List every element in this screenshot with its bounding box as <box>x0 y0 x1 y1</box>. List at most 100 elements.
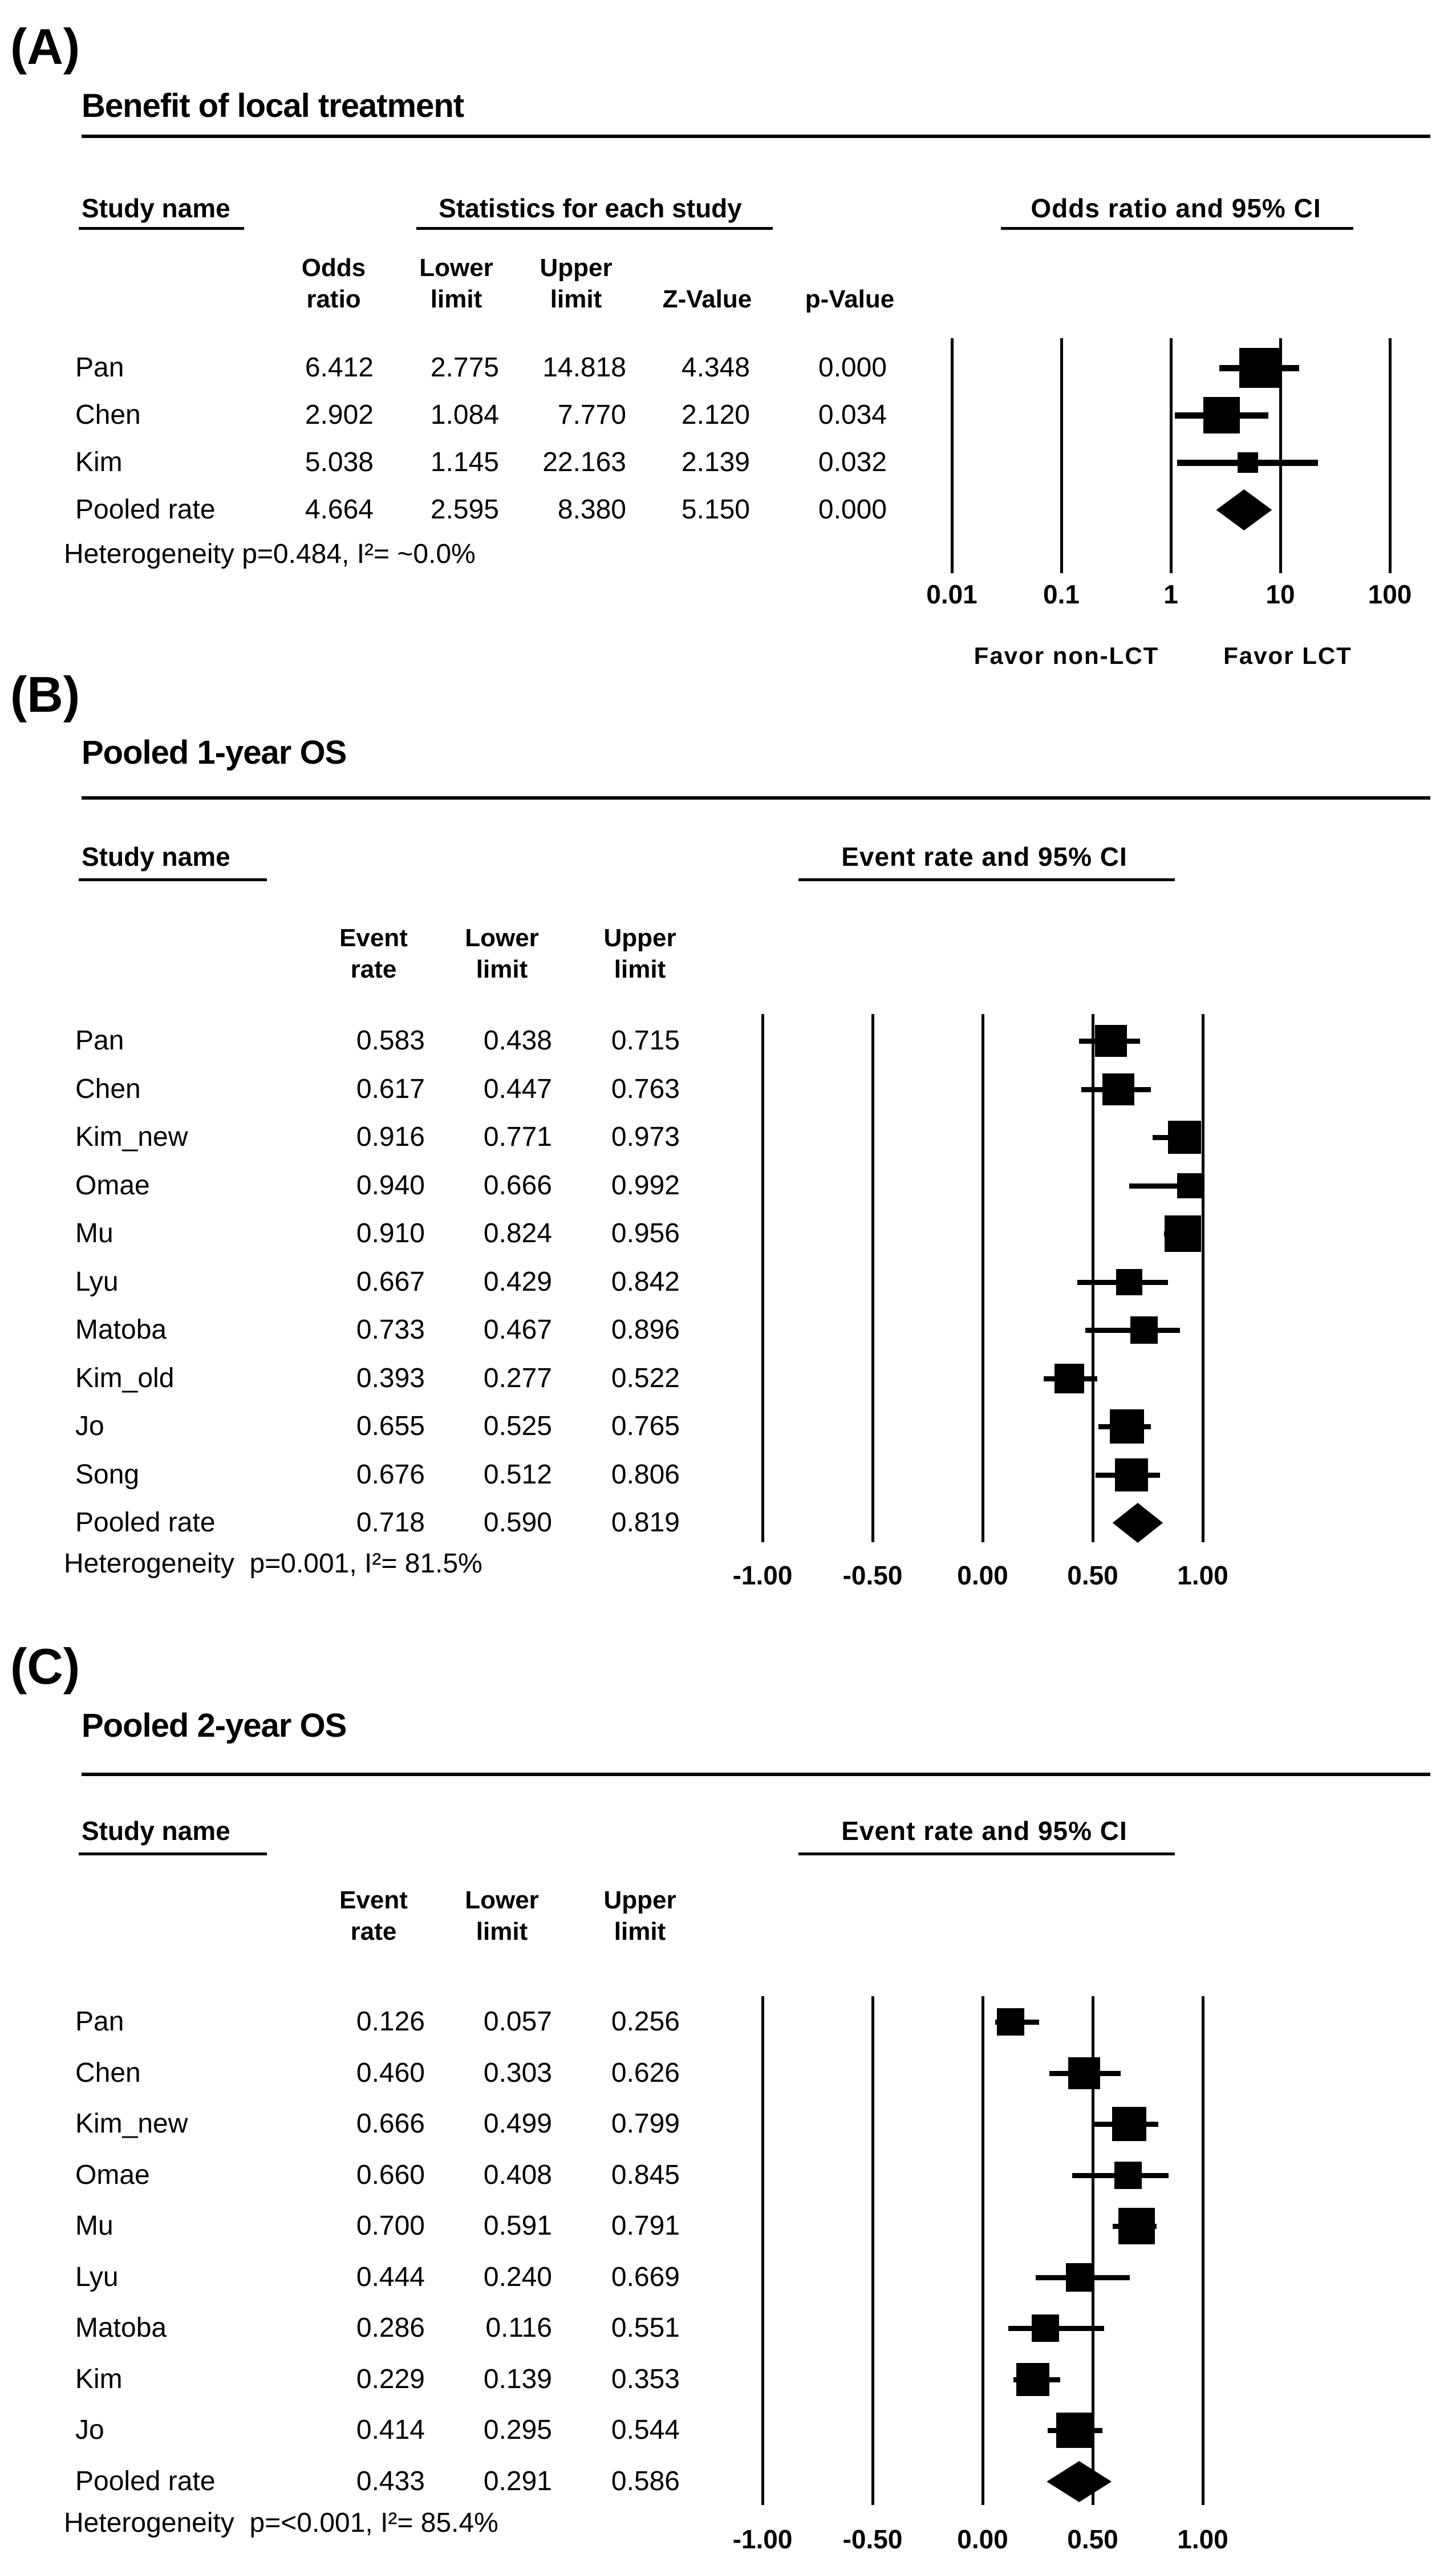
column-header: Z-Value <box>662 285 752 313</box>
value-cell: 0.799 <box>611 2109 680 2139</box>
effect-square-marker <box>1032 2314 1060 2342</box>
value-cell: 0.763 <box>611 1074 680 1104</box>
axis-gridline <box>761 1014 764 1542</box>
study-name-cell: Jo <box>75 2415 104 2445</box>
value-cell: 5.150 <box>681 494 750 525</box>
value-cell: 0.444 <box>356 2262 425 2292</box>
title-underline <box>82 135 1430 138</box>
value-cell: 7.770 <box>557 400 626 430</box>
value-cell: 0.229 <box>356 2364 425 2394</box>
heterogeneity-note: Heterogeneity p=0.001, I²= 81.5% <box>64 1549 482 1579</box>
effect-square-marker <box>1066 2263 1095 2292</box>
value-cell: 0.973 <box>611 1122 680 1152</box>
value-cell: 5.038 <box>305 447 374 477</box>
study-name-header: Study name <box>82 193 230 223</box>
value-cell: 0.791 <box>611 2211 680 2241</box>
value-cell: 0.551 <box>611 2313 680 2343</box>
study-name-header: Study name <box>82 1816 230 1846</box>
study-name-cell: Lyu <box>75 2262 119 2292</box>
value-cell: 0.956 <box>611 1218 680 1248</box>
plot-header-underline <box>798 878 1175 881</box>
study-name-cell: Kim <box>75 2364 123 2394</box>
effect-square-marker <box>1165 1215 1202 1252</box>
column-header: Upper <box>603 924 676 952</box>
column-header: Lower <box>419 254 493 282</box>
value-cell: 0.824 <box>483 1218 552 1248</box>
value-cell: 0.433 <box>356 2466 425 2496</box>
value-cell: 0.512 <box>483 1460 552 1490</box>
value-cell: 0.499 <box>483 2109 552 2139</box>
panel-title: Pooled 1-year OS <box>82 734 347 771</box>
value-cell: 0.000 <box>818 494 887 525</box>
heterogeneity-note: Heterogeneity p=0.484, I²= ~0.0% <box>64 539 476 569</box>
value-cell: 0.447 <box>483 1074 552 1104</box>
value-cell: 0.000 <box>818 352 887 383</box>
effect-square-marker <box>1016 2363 1050 2396</box>
study-name-cell: Omae <box>75 2160 150 2190</box>
value-cell: 0.414 <box>356 2415 425 2445</box>
effect-square-marker <box>1167 1121 1201 1154</box>
column-header: limit <box>614 1918 666 1945</box>
title-underline <box>82 1773 1430 1776</box>
value-cell: 4.348 <box>681 352 750 383</box>
axis-tick-label: 0.50 <box>1067 1560 1118 1590</box>
value-cell: 0.617 <box>356 1074 425 1104</box>
value-cell: 2.775 <box>430 352 499 383</box>
value-cell: 22.163 <box>542 447 626 477</box>
value-cell: 0.522 <box>611 1363 680 1393</box>
axis-tick-label: 1.00 <box>1177 1560 1228 1590</box>
value-cell: 0.032 <box>818 447 887 477</box>
column-header: Event <box>339 924 408 952</box>
value-cell: 0.819 <box>611 1507 680 1538</box>
value-cell: 0.034 <box>818 400 887 430</box>
value-cell: 0.940 <box>356 1170 425 1201</box>
value-cell: 0.626 <box>611 2058 680 2088</box>
value-cell: 6.412 <box>305 352 374 383</box>
value-cell: 0.896 <box>611 1315 680 1345</box>
study-name-cell: Pooled rate <box>75 494 216 525</box>
value-cell: 0.676 <box>356 1460 425 1490</box>
value-cell: 0.256 <box>611 2006 680 2037</box>
effect-square-marker <box>996 2008 1024 2036</box>
axis-gridline <box>1060 338 1063 573</box>
effect-square-marker <box>1056 2413 1092 2448</box>
axis-gridline <box>1091 1996 1094 2505</box>
ci-line <box>1129 1183 1201 1189</box>
study-name-cell: Kim <box>75 447 123 477</box>
column-header: limit <box>476 955 528 983</box>
value-cell: 0.126 <box>356 2006 425 2037</box>
column-header: Event <box>339 1886 408 1914</box>
study-name-cell: Chen <box>75 2058 141 2088</box>
study-name-cell: Pooled rate <box>75 2466 216 2496</box>
effect-square-marker <box>1118 2208 1155 2244</box>
study-name-cell: Jo <box>75 1411 104 1441</box>
axis-tick-label: -1.00 <box>732 1560 793 1590</box>
axis-tick-label: 100 <box>1368 579 1412 609</box>
effect-square-marker <box>1114 2162 1142 2189</box>
value-cell: 0.842 <box>611 1267 680 1297</box>
axis-tick-label: 0.00 <box>957 1560 1008 1590</box>
axis-tick-label: -0.50 <box>842 1560 903 1590</box>
study-name-underline <box>79 878 267 881</box>
value-cell: 0.525 <box>483 1411 552 1441</box>
study-name-cell: Pan <box>75 1025 124 1056</box>
study-name-underline <box>79 1852 267 1855</box>
effect-square-marker <box>1116 1269 1143 1295</box>
effect-square-marker <box>1109 1409 1144 1444</box>
effect-square-marker <box>1068 2057 1100 2089</box>
study-name-header: Study name <box>82 842 230 871</box>
value-cell: 0.666 <box>356 2109 425 2139</box>
favor-label: Favor non-LCT <box>974 642 1159 669</box>
axis-gridline <box>871 1014 874 1542</box>
axis-gridline <box>950 338 954 573</box>
heterogeneity-note: Heterogeneity p=<0.001, I²= 85.4% <box>64 2508 498 2538</box>
column-header: limit <box>430 285 482 313</box>
panel-title: Benefit of local treatment <box>82 87 464 124</box>
column-header: rate <box>350 955 397 983</box>
study-name-cell: Kim_new <box>75 1122 188 1152</box>
value-cell: 2.595 <box>430 494 499 525</box>
value-cell: 2.120 <box>681 400 750 430</box>
study-name-underline <box>79 227 244 230</box>
